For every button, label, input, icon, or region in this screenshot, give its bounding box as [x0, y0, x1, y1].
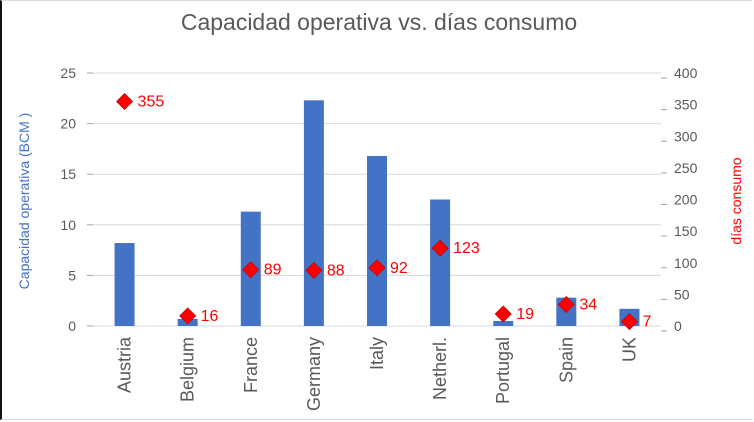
svg-text:88: 88	[327, 262, 345, 279]
svg-text:días consumo: días consumo	[728, 157, 744, 244]
svg-text:Italy: Italy	[367, 337, 387, 370]
svg-text:16: 16	[201, 308, 219, 325]
svg-text:350: 350	[674, 97, 698, 113]
svg-text:89: 89	[264, 262, 282, 279]
svg-text:5: 5	[68, 267, 76, 283]
svg-text:10: 10	[60, 217, 76, 233]
svg-text:34: 34	[579, 297, 597, 314]
svg-text:150: 150	[674, 223, 698, 239]
svg-text:UK: UK	[619, 337, 639, 362]
svg-text:Netherl.: Netherl.	[430, 337, 450, 400]
svg-text:400: 400	[674, 65, 698, 81]
svg-text:50: 50	[674, 286, 690, 302]
svg-text:300: 300	[674, 128, 698, 144]
svg-text:Belgium: Belgium	[178, 337, 198, 402]
svg-text:100: 100	[674, 255, 698, 271]
svg-text:355: 355	[138, 93, 165, 110]
svg-text:15: 15	[60, 166, 76, 182]
svg-text:Spain: Spain	[556, 337, 576, 383]
svg-text:123: 123	[453, 240, 480, 257]
svg-text:Portugal: Portugal	[493, 337, 513, 404]
svg-text:19: 19	[516, 306, 534, 323]
svg-text:20: 20	[60, 116, 76, 132]
svg-text:Austria: Austria	[115, 336, 135, 393]
svg-text:7: 7	[642, 314, 651, 331]
svg-text:0: 0	[68, 318, 76, 334]
svg-text:92: 92	[390, 260, 408, 277]
svg-text:Capacidad operativa (BCM ): Capacidad operativa (BCM )	[16, 113, 32, 290]
svg-text:200: 200	[674, 192, 698, 208]
svg-text:Germany: Germany	[304, 337, 324, 411]
svg-text:250: 250	[674, 160, 698, 176]
svg-text:25: 25	[60, 65, 76, 81]
svg-text:0: 0	[674, 318, 682, 334]
svg-text:France: France	[241, 337, 261, 393]
